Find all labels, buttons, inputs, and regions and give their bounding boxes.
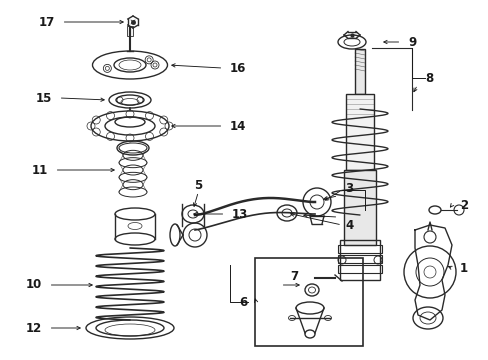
Text: 7: 7 (289, 270, 298, 284)
Text: 1: 1 (459, 261, 467, 274)
Text: 9: 9 (407, 36, 415, 49)
Text: 6: 6 (239, 296, 247, 309)
Text: 12: 12 (26, 321, 42, 334)
Bar (337, 245, 381, 253)
Text: 13: 13 (231, 207, 248, 220)
Text: 15: 15 (36, 91, 52, 104)
Bar (343, 170, 375, 245)
Text: 17: 17 (39, 15, 55, 28)
Text: 5: 5 (193, 179, 202, 192)
Text: 2: 2 (459, 198, 467, 212)
Bar (337, 265, 381, 273)
Bar (254, 258, 362, 346)
Bar (339, 240, 379, 280)
Text: 14: 14 (229, 120, 246, 132)
Text: 3: 3 (345, 181, 352, 194)
Bar (354, 49, 364, 94)
Text: 4: 4 (345, 219, 352, 231)
Text: 16: 16 (229, 62, 246, 75)
Bar (337, 255, 381, 263)
Text: 11: 11 (32, 163, 48, 176)
Text: 8: 8 (424, 72, 432, 85)
Bar (127, 26, 133, 36)
Bar (346, 94, 373, 170)
Text: 10: 10 (26, 279, 42, 292)
